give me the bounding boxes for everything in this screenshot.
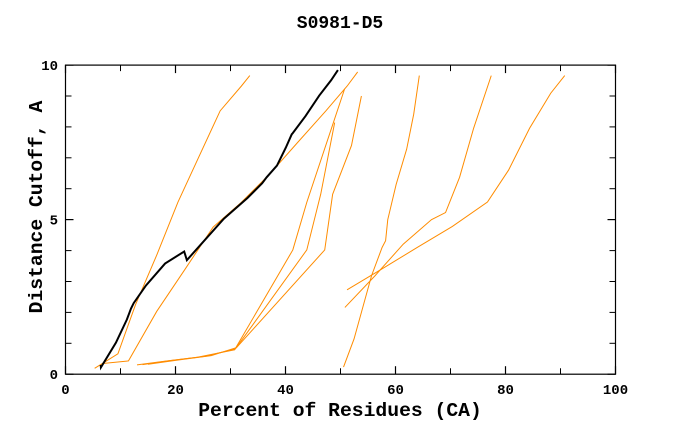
svg-text:40: 40 [277,383,294,399]
svg-text:60: 60 [387,383,404,399]
svg-text:5: 5 [50,214,58,230]
svg-text:0: 0 [61,383,69,399]
svg-text:100: 100 [603,383,628,399]
svg-text:80: 80 [497,383,514,399]
svg-text:0: 0 [50,368,58,384]
svg-text:20: 20 [167,383,184,399]
svg-text:10: 10 [41,59,58,75]
